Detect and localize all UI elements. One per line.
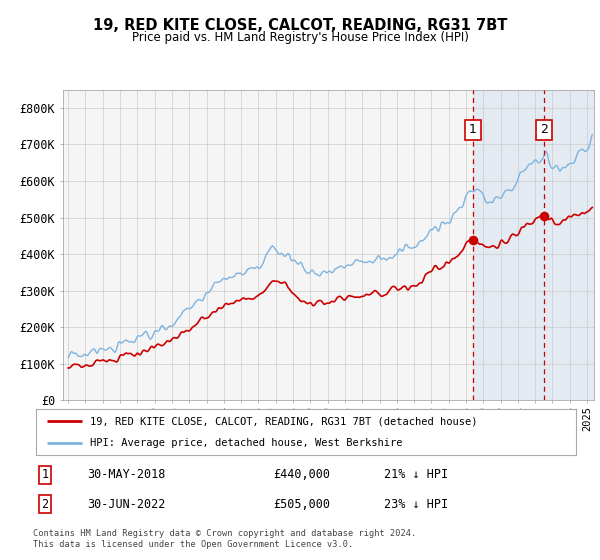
Text: Price paid vs. HM Land Registry's House Price Index (HPI): Price paid vs. HM Land Registry's House … — [131, 31, 469, 44]
Point — [468, 235, 478, 244]
Text: 19, RED KITE CLOSE, CALCOT, READING, RG31 7BT (detached house): 19, RED KITE CLOSE, CALCOT, READING, RG3… — [90, 416, 478, 426]
Text: 2: 2 — [41, 497, 49, 511]
Text: Contains HM Land Registry data © Crown copyright and database right 2024.
This d: Contains HM Land Registry data © Crown c… — [33, 529, 416, 549]
Text: £440,000: £440,000 — [273, 468, 330, 482]
Text: 1: 1 — [469, 123, 477, 136]
Text: 1: 1 — [41, 468, 49, 482]
Text: 30-JUN-2022: 30-JUN-2022 — [87, 497, 166, 511]
Text: 2: 2 — [540, 123, 548, 136]
Text: 30-MAY-2018: 30-MAY-2018 — [87, 468, 166, 482]
Text: 23% ↓ HPI: 23% ↓ HPI — [384, 497, 448, 511]
Point — [539, 211, 548, 220]
Text: 19, RED KITE CLOSE, CALCOT, READING, RG31 7BT: 19, RED KITE CLOSE, CALCOT, READING, RG3… — [93, 18, 507, 33]
Text: HPI: Average price, detached house, West Berkshire: HPI: Average price, detached house, West… — [90, 438, 403, 448]
Text: £505,000: £505,000 — [273, 497, 330, 511]
Text: 21% ↓ HPI: 21% ↓ HPI — [384, 468, 448, 482]
Bar — [473, 90, 594, 400]
